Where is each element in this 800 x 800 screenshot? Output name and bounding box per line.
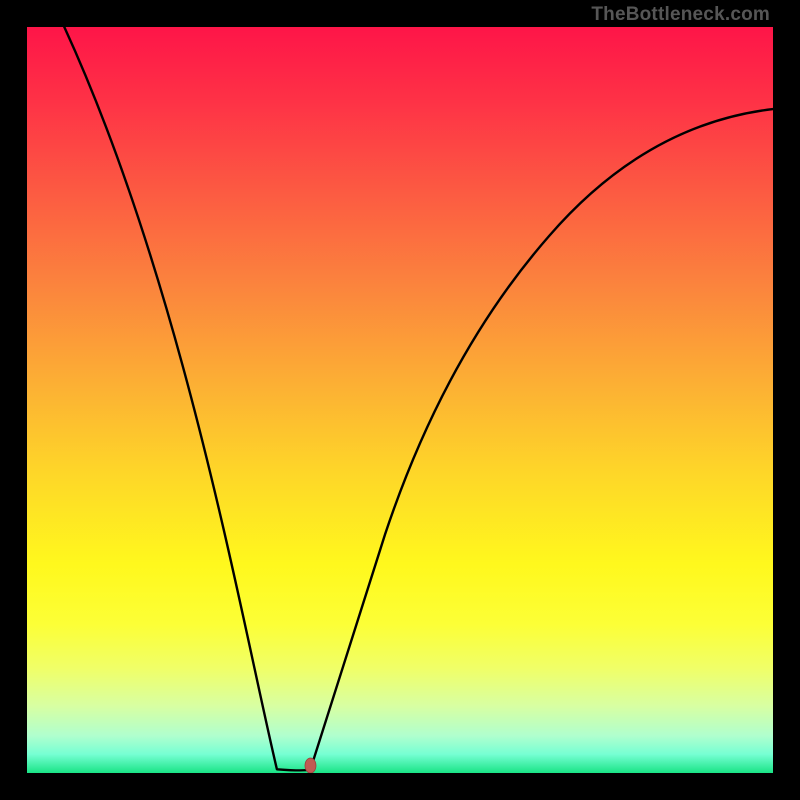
optimal-point-marker [305,758,316,773]
plot-area [27,27,773,773]
watermark-text: TheBottleneck.com [591,4,770,26]
chart-frame: TheBottleneck.com [0,0,800,800]
plot-svg [27,27,773,773]
gradient-background [27,27,773,773]
